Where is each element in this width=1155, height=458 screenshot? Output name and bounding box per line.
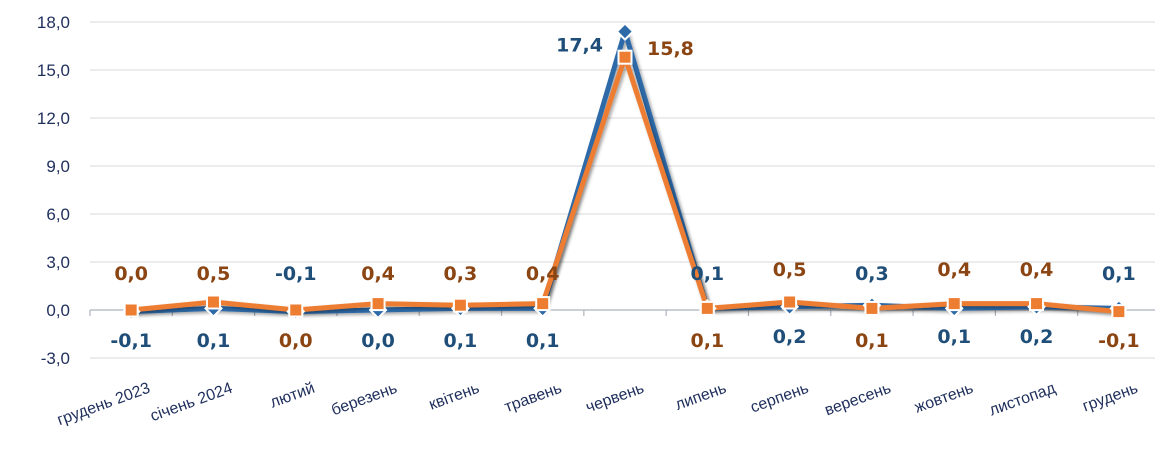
data-label: 0,5 xyxy=(773,259,807,281)
y-tick-label: 6,0 xyxy=(46,205,70,224)
data-point xyxy=(946,296,962,312)
data-label: 0,1 xyxy=(197,330,231,352)
data-point xyxy=(288,302,304,318)
x-tick-label: липень xyxy=(673,380,729,414)
data-label: -0,1 xyxy=(110,330,152,352)
data-label: 0,5 xyxy=(197,263,231,285)
data-label: 0,2 xyxy=(773,326,807,348)
data-label: -0,1 xyxy=(1098,330,1140,352)
data-point xyxy=(205,294,221,310)
data-point xyxy=(615,22,635,42)
data-label: 0,0 xyxy=(114,263,148,285)
data-label: 0,1 xyxy=(444,330,478,352)
data-label: 0,1 xyxy=(526,330,560,352)
data-point xyxy=(535,296,551,312)
y-tick-label: 3,0 xyxy=(46,253,70,272)
x-tick-label: березень xyxy=(329,380,399,419)
data-point xyxy=(782,294,798,310)
data-label: 15,8 xyxy=(647,38,694,60)
data-label: 0,4 xyxy=(361,263,395,285)
data-label: 0,1 xyxy=(855,330,889,352)
data-point xyxy=(1111,304,1127,320)
data-label: 0,1 xyxy=(690,263,724,285)
data-label: 0,4 xyxy=(526,263,560,285)
series-group xyxy=(121,22,1129,322)
data-label: 0,0 xyxy=(279,330,313,352)
data-point xyxy=(123,302,139,318)
y-tick-label: 9,0 xyxy=(46,157,70,176)
y-axis: -3,0 0,0 3,0 6,0 9,0 12,0 15,0 18,0 xyxy=(37,13,70,368)
data-label: 0,1 xyxy=(690,330,724,352)
y-tick-label: 0,0 xyxy=(46,301,70,320)
data-point xyxy=(699,300,715,316)
x-tick-label: червень xyxy=(584,380,647,417)
x-tick-label: квітень xyxy=(427,380,482,414)
y-tick-label: 15,0 xyxy=(37,61,70,80)
x-tick-label: грудень 2023 xyxy=(55,380,153,429)
x-tick-label: січень 2024 xyxy=(148,380,235,425)
x-tick-label: травень xyxy=(502,380,564,416)
data-point xyxy=(452,297,468,313)
x-tick-label: грудень xyxy=(1080,380,1140,416)
data-labels: -0,1 0,0 0,1 0,5 -0,1 0,0 0,0 0,4 0,1 0,3 0,1 0,4 17… xyxy=(110,35,1139,352)
x-tick-label: серпень xyxy=(748,380,811,417)
data-point xyxy=(370,296,386,312)
data-label: 0,1 xyxy=(937,326,971,348)
data-point xyxy=(864,300,880,316)
x-tick-label: листопад xyxy=(987,380,1058,420)
x-tick-label: лютий xyxy=(268,380,317,412)
data-point xyxy=(617,49,633,65)
data-point xyxy=(1029,296,1045,312)
x-tick-label: вересень xyxy=(823,380,894,420)
data-label: 0,1 xyxy=(1102,263,1136,285)
y-tick-label: 12,0 xyxy=(37,109,70,128)
data-label: 0,4 xyxy=(1020,259,1054,281)
data-label: 0,3 xyxy=(444,263,478,285)
x-tick-label: жовтень xyxy=(912,380,975,417)
y-tick-label: 18,0 xyxy=(37,13,70,32)
data-label: 0,3 xyxy=(855,263,889,285)
data-label: -0,1 xyxy=(275,263,317,285)
data-label: 0,2 xyxy=(1020,326,1054,348)
data-label: 0,4 xyxy=(937,259,971,281)
data-label: 0,0 xyxy=(361,330,395,352)
data-label: 17,4 xyxy=(556,35,603,57)
y-tick-label: -3,0 xyxy=(41,349,70,368)
